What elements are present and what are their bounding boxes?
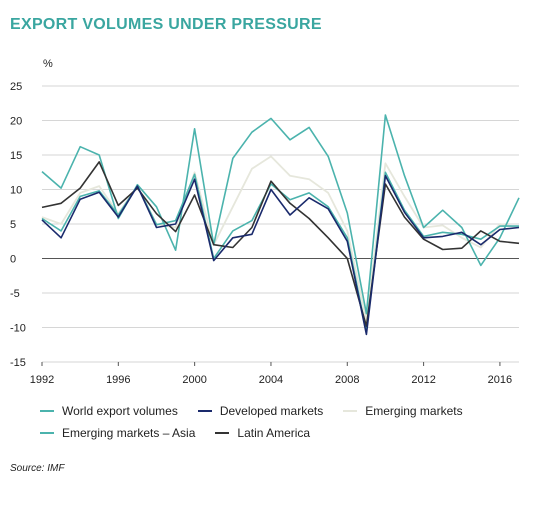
legend: World export volumes Developed markets E… [40, 400, 483, 444]
legend-label: Emerging markets [365, 404, 463, 418]
legend-item-emerging-markets-asia: Emerging markets – Asia [40, 426, 195, 440]
y-tick-label: 15 [10, 150, 22, 162]
x-tick-label: 1996 [106, 374, 130, 386]
series-line-developed-markets [41, 174, 520, 336]
series-line-emerging-markets [41, 155, 520, 322]
x-tick-label: 2004 [259, 374, 283, 386]
y-tick-label: 0 [10, 254, 16, 266]
grid-lines [42, 85, 519, 363]
source-note: Source: IMF [10, 463, 65, 474]
y-tick-label: -15 [10, 357, 26, 369]
y-tick-label: 10 [10, 185, 22, 197]
legend-item-emerging-markets: Emerging markets [343, 404, 463, 418]
chart-title: EXPORT VOLUMES UNDER PRESSURE [10, 16, 322, 33]
legend-swatch [197, 410, 212, 412]
legend-label: Emerging markets – Asia [62, 426, 196, 440]
series-line-emerging-markets-asia [41, 114, 520, 315]
legend-swatch [343, 410, 358, 412]
series-lines [41, 114, 520, 336]
x-tick-label: 2016 [488, 374, 512, 386]
x-tick-label: 2000 [182, 374, 206, 386]
x-tick-labels: 1992 1996 2000 2004 2008 2012 2016 [30, 362, 512, 386]
legend-label: World export volumes [62, 404, 178, 418]
y-tick-label: 5 [10, 219, 16, 231]
legend-item-latin-america: Latin America [215, 426, 310, 440]
legend-swatch [40, 432, 54, 434]
y-axis-unit: % [43, 58, 53, 70]
legend-item-developed-markets: Developed markets [197, 404, 324, 418]
y-tick-labels: 25 20 15 10 5 0 -5 -10 -15 [10, 81, 26, 369]
legend-item-world-export-volumes: World export volumes [40, 404, 178, 418]
legend-label: Latin America [237, 426, 311, 440]
x-tick-label: 1992 [30, 374, 54, 386]
legend-label: Developed markets [219, 404, 324, 418]
legend-row: Emerging markets – Asia Latin America [40, 422, 483, 444]
legend-row: World export volumes Developed markets E… [40, 400, 483, 422]
legend-swatch [40, 410, 54, 412]
y-tick-label: -10 [10, 323, 26, 335]
series-line-latin-america [41, 161, 520, 327]
x-tick-label: 2012 [411, 374, 435, 386]
y-tick-label: 25 [10, 81, 22, 93]
y-tick-label: -5 [10, 288, 20, 300]
legend-swatch [215, 432, 230, 434]
y-tick-label: 20 [10, 116, 22, 128]
x-tick-label: 2008 [335, 374, 359, 386]
line-chart: 25 20 15 10 5 0 -5 -10 -15 1992 1996 2000 2004 2008 2… [10, 81, 520, 386]
